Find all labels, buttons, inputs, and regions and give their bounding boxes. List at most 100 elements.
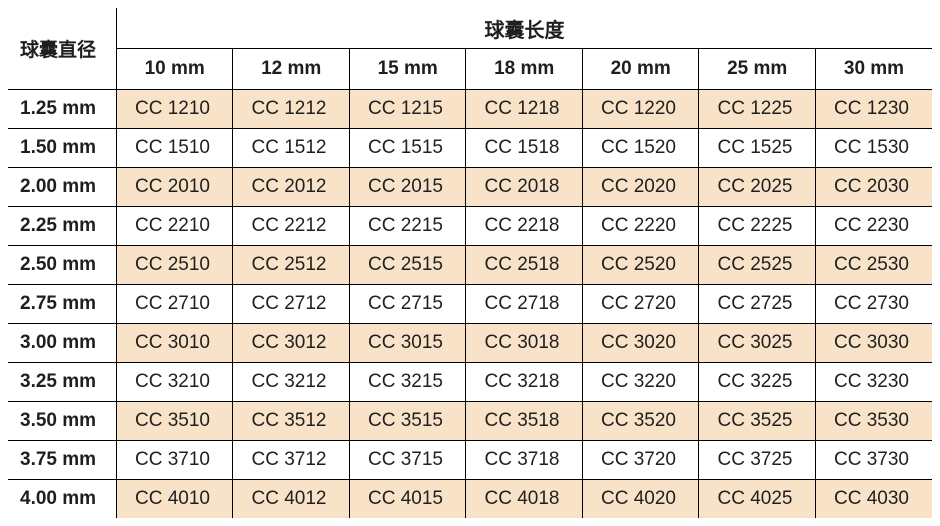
table-cell: CC 2218 [466,207,583,246]
table-cell: CC 2720 [582,285,699,324]
table-cell: CC 1510 [116,129,233,168]
table-cell: CC 2012 [233,168,350,207]
table-row: 1.25 mm CC 1210 CC 1212 CC 1215 CC 1218 … [8,90,932,129]
table-cell: CC 3715 [349,441,466,480]
table-cell: CC 3530 [815,402,932,441]
table-cell: CC 1218 [466,90,583,129]
table-cell: CC 2710 [116,285,233,324]
table-cell: CC 2010 [116,168,233,207]
table-cell: CC 2718 [466,285,583,324]
column-header: 25 mm [699,49,816,90]
column-header: 30 mm [815,49,932,90]
table-cell: CC 3520 [582,402,699,441]
table-cell: CC 1210 [116,90,233,129]
table-cell: CC 2715 [349,285,466,324]
table-cell: CC 4012 [233,480,350,519]
table-row: 2.00 mm CC 2010 CC 2012 CC 2015 CC 2018 … [8,168,932,207]
table-cell: CC 3225 [699,363,816,402]
table-row: 4.00 mm CC 4010 CC 4012 CC 4015 CC 4018 … [8,480,932,519]
table-cell: CC 1530 [815,129,932,168]
table-row: 3.25 mm CC 3210 CC 3212 CC 3215 CC 3218 … [8,363,932,402]
table-cell: CC 3020 [582,324,699,363]
row-header: 1.25 mm [8,90,116,129]
table-cell: CC 2212 [233,207,350,246]
row-header: 3.75 mm [8,441,116,480]
table-cell: CC 1518 [466,129,583,168]
table-cell: CC 3512 [233,402,350,441]
table-cell: CC 4010 [116,480,233,519]
row-header: 2.25 mm [8,207,116,246]
table-cell: CC 3725 [699,441,816,480]
row-header: 3.00 mm [8,324,116,363]
table-cell: CC 3010 [116,324,233,363]
table-cell: CC 2225 [699,207,816,246]
table-cell: CC 3718 [466,441,583,480]
table-cell: CC 2730 [815,285,932,324]
table-cell: CC 3720 [582,441,699,480]
table-cell: CC 2530 [815,246,932,285]
row-header: 3.25 mm [8,363,116,402]
column-group-header: 球囊长度 [116,8,932,49]
table-cell: CC 4025 [699,480,816,519]
column-header: 10 mm [116,49,233,90]
table-cell: CC 3230 [815,363,932,402]
table-cell: CC 3510 [116,402,233,441]
table-cell: CC 2018 [466,168,583,207]
table-cell: CC 2210 [116,207,233,246]
row-header: 3.50 mm [8,402,116,441]
table-cell: CC 1212 [233,90,350,129]
table-cell: CC 3710 [116,441,233,480]
table-cell: CC 1230 [815,90,932,129]
row-header: 2.50 mm [8,246,116,285]
table-cell: CC 2510 [116,246,233,285]
table-cell: CC 3525 [699,402,816,441]
table-row: 2.25 mm CC 2210 CC 2212 CC 2215 CC 2218 … [8,207,932,246]
table-cell: CC 2515 [349,246,466,285]
table-cell: CC 3730 [815,441,932,480]
table-cell: CC 2020 [582,168,699,207]
row-header: 2.00 mm [8,168,116,207]
column-header: 12 mm [233,49,350,90]
table-row: 1.50 mm CC 1510 CC 1512 CC 1515 CC 1518 … [8,129,932,168]
table-cell: CC 2025 [699,168,816,207]
table-cell: CC 1525 [699,129,816,168]
table-cell: CC 2220 [582,207,699,246]
table-cell: CC 3515 [349,402,466,441]
table-cell: CC 2230 [815,207,932,246]
table-cell: CC 3218 [466,363,583,402]
table-cell: CC 4030 [815,480,932,519]
table-cell: CC 3212 [233,363,350,402]
table-cell: CC 4020 [582,480,699,519]
table-cell: CC 1225 [699,90,816,129]
table-cell: CC 2215 [349,207,466,246]
column-header: 15 mm [349,49,466,90]
table-cell: CC 1520 [582,129,699,168]
table-cell: CC 2525 [699,246,816,285]
table-cell: CC 1515 [349,129,466,168]
table-cell: CC 1512 [233,129,350,168]
table-cell: CC 1220 [582,90,699,129]
table-row: 3.75 mm CC 3710 CC 3712 CC 3715 CC 3718 … [8,441,932,480]
row-header: 1.50 mm [8,129,116,168]
table-cell: CC 3030 [815,324,932,363]
table-cell: CC 2520 [582,246,699,285]
table-cell: CC 3210 [116,363,233,402]
table-cell: CC 3518 [466,402,583,441]
table-cell: CC 4015 [349,480,466,519]
table-cell: CC 2030 [815,168,932,207]
table-row: 2.75 mm CC 2710 CC 2712 CC 2715 CC 2718 … [8,285,932,324]
column-header: 18 mm [466,49,583,90]
table-cell: CC 3018 [466,324,583,363]
table-row: 2.50 mm CC 2510 CC 2512 CC 2515 CC 2518 … [8,246,932,285]
table-cell: CC 3015 [349,324,466,363]
row-header: 2.75 mm [8,285,116,324]
table-cell: CC 3012 [233,324,350,363]
table-cell: CC 4018 [466,480,583,519]
table-cell: CC 2518 [466,246,583,285]
table-cell: CC 2712 [233,285,350,324]
column-header: 20 mm [582,49,699,90]
table-cell: CC 2512 [233,246,350,285]
table-cell: CC 3025 [699,324,816,363]
table-cell: CC 2725 [699,285,816,324]
balloon-spec-table: 球囊直径 球囊长度 10 mm 12 mm 15 mm 18 mm 20 mm … [8,8,932,518]
